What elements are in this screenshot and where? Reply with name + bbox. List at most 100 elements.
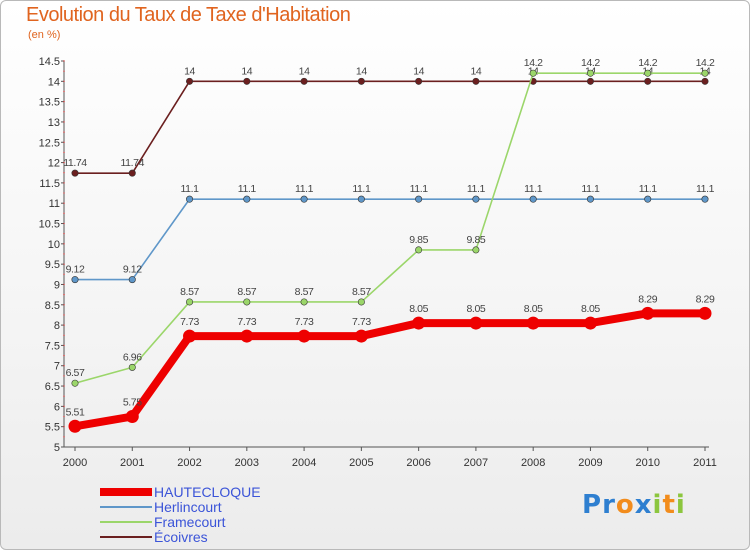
x-tick-label: 2004 <box>292 457 316 469</box>
legend-label: Écoivres <box>154 529 208 545</box>
legend-swatch <box>100 506 152 508</box>
data-label--coivres: 14 <box>413 65 424 77</box>
series-line-herlincourt <box>74 198 706 281</box>
data-label-framecourt: 6.96 <box>123 351 142 363</box>
data-point-herlincourt <box>357 195 365 203</box>
series-line-hautecloque <box>71 309 709 431</box>
data-label-herlincourt: 11.1 <box>410 183 429 195</box>
data-label-hautecloque: 8.05 <box>466 303 485 315</box>
legend-item-hautecloque: HAUTECLOQUE <box>100 484 340 500</box>
y-minor-tick <box>63 283 65 286</box>
y-minor-tick <box>63 70 65 72</box>
data-label--coivres: 11.74 <box>63 157 87 169</box>
data-point-framecourt <box>415 246 423 254</box>
series-line--coivres <box>74 80 706 174</box>
data-label-herlincourt: 11.1 <box>639 183 658 195</box>
data-label-framecourt: 6.57 <box>66 367 85 379</box>
data-point-hautecloque <box>641 306 655 320</box>
x-tick-label: 2008 <box>521 457 545 469</box>
data-point-framecourt <box>186 298 194 306</box>
data-label-framecourt: 14.2 <box>638 57 657 69</box>
data-point-framecourt <box>586 69 594 77</box>
y-tick-label: 5 <box>54 442 60 454</box>
y-minor-tick <box>63 172 65 174</box>
x-tick-label: 2003 <box>235 457 259 469</box>
data-label--coivres: 14 <box>184 65 195 77</box>
logo-letter: x <box>634 490 653 520</box>
data-label-hautecloque: 7.73 <box>352 316 371 328</box>
y-minor-tick <box>63 365 65 367</box>
data-label-herlincourt: 11.1 <box>524 183 543 195</box>
y-minor-tick <box>63 111 65 113</box>
data-label-herlincourt: 11.1 <box>295 183 314 195</box>
data-point-hautecloque <box>68 419 82 433</box>
data-point-herlincourt <box>472 195 480 203</box>
legend-label: HAUTECLOQUE <box>154 484 261 500</box>
data-label-herlincourt: 9.12 <box>123 264 142 276</box>
legend-swatch <box>100 488 152 496</box>
y-minor-tick <box>63 314 65 316</box>
data-point-herlincourt <box>128 276 136 284</box>
data-label-herlincourt: 11.1 <box>181 183 200 195</box>
y-minor-tick <box>63 182 65 184</box>
data-label-framecourt: 8.57 <box>180 286 199 298</box>
legend-swatch <box>100 521 152 523</box>
data-label-hautecloque: 5.75 <box>123 397 142 409</box>
y-minor-tick <box>63 131 65 133</box>
data-point-hautecloque <box>583 316 597 330</box>
chart-title: Evolution du Taux de Taxe d'Habitation <box>26 4 351 26</box>
x-tick-label: 2009 <box>578 457 602 469</box>
y-tick-label: 9.5 <box>45 259 60 271</box>
data-label-framecourt: 8.57 <box>237 286 256 298</box>
data-label-hautecloque: 5.51 <box>66 406 85 418</box>
data-point-framecourt <box>128 363 136 371</box>
y-minor-tick <box>63 344 65 347</box>
x-tick-label: 2005 <box>349 457 373 469</box>
y-minor-tick <box>63 273 65 276</box>
data-label--coivres: 14 <box>299 65 310 77</box>
data-label-hautecloque: 8.05 <box>409 303 428 315</box>
y-tick-label: 10 <box>48 239 60 251</box>
data-label-framecourt: 14.2 <box>524 57 543 69</box>
y-minor-tick <box>63 151 65 154</box>
legend-item-herlincourt: Herlincourt <box>100 499 340 515</box>
legend-label: Framecourt <box>154 514 226 530</box>
y-tick-label: 7.5 <box>45 340 60 352</box>
data-label--coivres: 14 <box>356 65 367 77</box>
y-minor-tick <box>63 212 65 215</box>
data-point--coivres <box>472 77 480 85</box>
y-minor-tick <box>63 90 65 93</box>
proxiti-logo: Proxiti <box>582 490 686 520</box>
y-tick-label: 9 <box>54 279 60 291</box>
data-point--coivres <box>300 77 308 85</box>
data-label--coivres: 11.74 <box>121 157 145 169</box>
data-point-framecourt <box>472 246 480 254</box>
logo-letter: r <box>602 490 616 520</box>
logo-letter: t <box>662 490 676 520</box>
logo-letter: o <box>615 490 635 520</box>
y-minor-tick <box>63 192 65 194</box>
data-point-herlincourt <box>529 195 537 203</box>
data-label-hautecloque: 8.05 <box>524 303 543 315</box>
data-label-framecourt: 8.57 <box>352 286 371 298</box>
data-point-framecourt <box>300 298 308 306</box>
y-tick-label: 14 <box>48 76 60 88</box>
data-point-framecourt <box>529 69 537 77</box>
x-tick-label: 2011 <box>693 457 717 469</box>
data-label-hautecloque: 8.05 <box>581 303 600 315</box>
x-tick-label: 2010 <box>635 457 659 469</box>
y-tick-label: 14.5 <box>39 56 60 68</box>
y-tick-label: 12.5 <box>39 137 60 149</box>
legend-swatch <box>100 536 152 538</box>
data-point--coivres <box>243 77 251 85</box>
data-point--coivres <box>71 169 79 177</box>
logo-letter: i <box>652 490 663 520</box>
y-minor-tick <box>63 334 65 336</box>
y-minor-tick <box>63 405 65 408</box>
data-label-herlincourt: 11.1 <box>238 183 257 195</box>
legend-label: Herlincourt <box>154 499 222 515</box>
data-label-hautecloque: 7.73 <box>295 316 314 328</box>
y-tick-label: 7 <box>54 361 60 373</box>
